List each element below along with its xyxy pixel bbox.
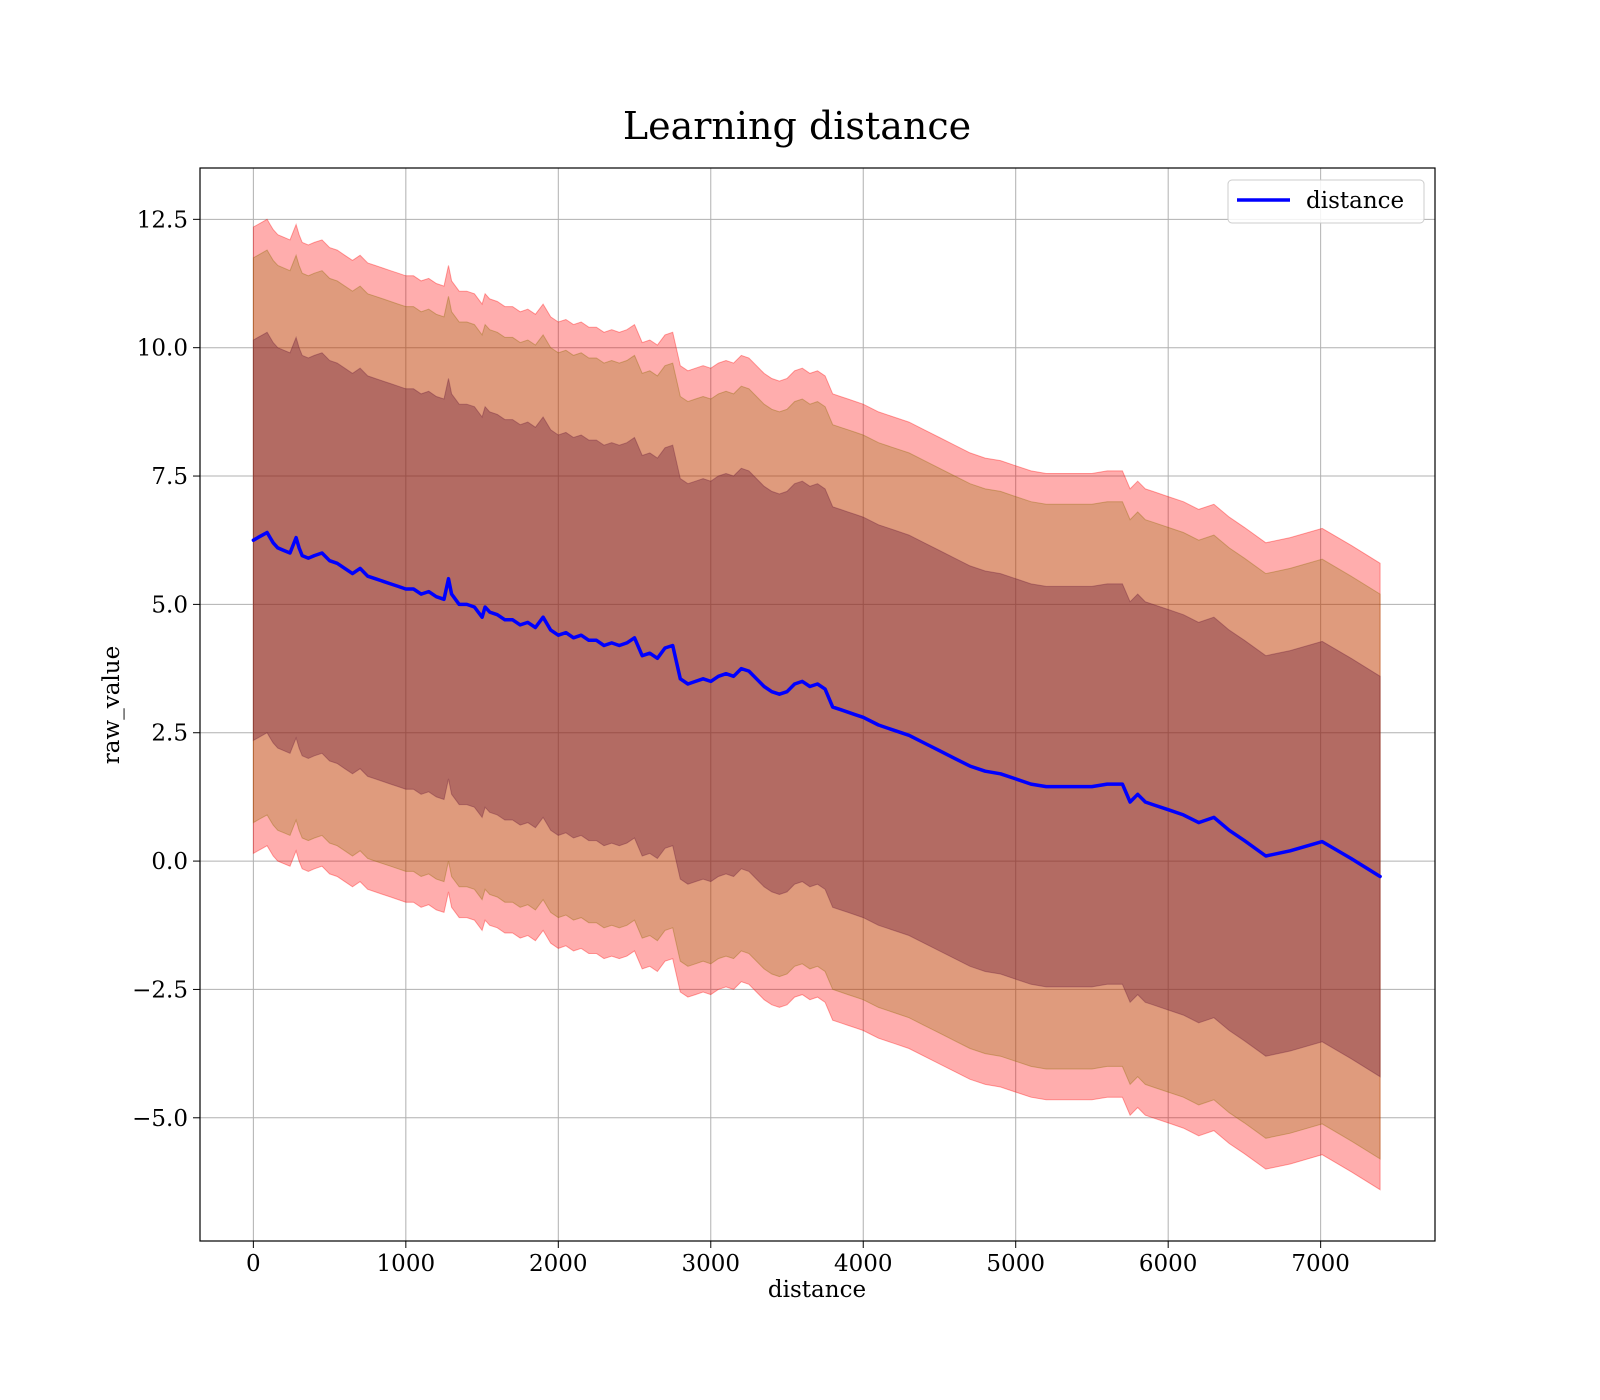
legend: distance — [1227, 179, 1425, 224]
x-tick-label: 0 — [246, 1251, 261, 1277]
x-tick-label: 3000 — [681, 1251, 740, 1277]
y-tick-label: 12.5 — [137, 207, 188, 233]
series-lines — [251, 530, 1382, 879]
legend-label: distance — [1306, 188, 1404, 214]
y-tick-label: 7.5 — [151, 464, 188, 490]
x-tick-label: 1000 — [377, 1251, 436, 1277]
legend-box — [1227, 179, 1425, 224]
confidence-bands — [252, 218, 1381, 1191]
chart-title: Learning distance — [623, 104, 971, 148]
band-outer — [252, 218, 1381, 1191]
plot-frame — [199, 167, 1436, 1242]
x-tick-label: 2000 — [529, 1251, 588, 1277]
y-axis-label: raw_value — [99, 646, 125, 764]
x-tick-label: 4000 — [834, 1251, 893, 1277]
x-axis-ticks: 0 1000 2000 3000 4000 5000 6000 7000 — [246, 1241, 1350, 1277]
band-middle — [252, 249, 1381, 1160]
x-tick-label: 6000 — [1139, 1251, 1198, 1277]
x-tick-label: 7000 — [1291, 1251, 1350, 1277]
y-tick-label: 10.0 — [137, 336, 188, 362]
y-tick-label: 2.5 — [151, 721, 188, 747]
x-axis-label: distance — [768, 1277, 866, 1303]
series-line-distance — [251, 530, 1382, 879]
y-tick-label: −5.0 — [132, 1106, 188, 1132]
x-tick-label: 5000 — [986, 1251, 1045, 1277]
y-tick-label: −2.5 — [132, 977, 188, 1003]
y-tick-label: 0.0 — [151, 849, 188, 875]
y-tick-label: 5.0 — [151, 592, 188, 618]
grid-lines — [200, 168, 1435, 1241]
band-inner — [252, 331, 1381, 1078]
y-axis-ticks: −5.0 −2.5 0.0 2.5 5.0 7.5 10.0 12.5 — [132, 207, 200, 1132]
